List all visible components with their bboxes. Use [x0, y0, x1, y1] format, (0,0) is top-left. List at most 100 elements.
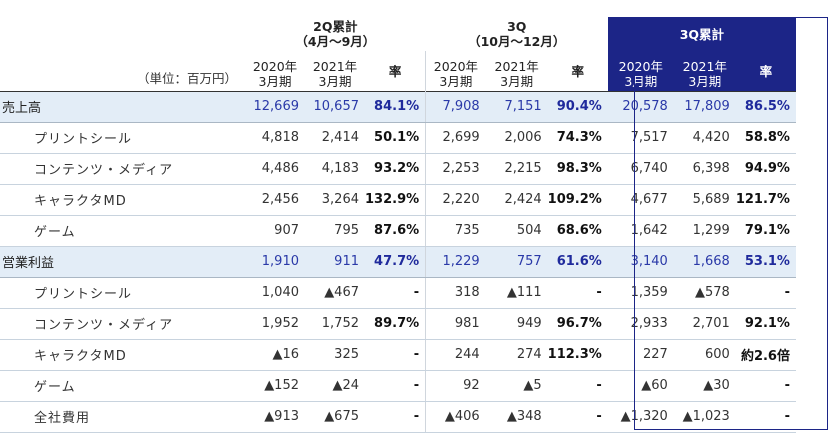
table-row: キャラクタMD 2,456 3,264 132.9% 2,220 2,424 109.2% 4…	[0, 184, 796, 216]
value-cell: 318	[425, 277, 486, 309]
value-cell: 6,740	[607, 153, 674, 185]
value-cell: ▲348	[485, 401, 548, 433]
rate-cell: 94.9%	[735, 153, 796, 185]
value-cell: 1,359	[607, 277, 674, 309]
table-row: ゲーム 907 795 87.6% 735 504 68.6% 1,642 1,299 79.1%	[0, 215, 796, 247]
value-cell: 12,669	[245, 90, 305, 123]
value-cell: 2,933	[607, 308, 674, 340]
rate-cell: 86.5%	[735, 90, 796, 123]
rate-cell: -	[365, 339, 426, 371]
rate-cell: 74.3%	[547, 122, 608, 154]
table-row: コンテンツ・メディア 1,952 1,752 89.7% 981 949 96.7% 2,93…	[0, 308, 796, 340]
rate-cell: 98.3%	[547, 153, 608, 185]
row-label: キャラクタMD	[0, 339, 245, 371]
value-cell: ▲60	[607, 370, 674, 402]
year-prev-2q: 2020年 3月期	[245, 51, 305, 91]
rate-cell: -	[547, 370, 608, 402]
table-row: キャラクタMD ▲16 325-244 274 112.3% 227 600 約2.6倍	[0, 339, 796, 371]
value-cell: 2,699	[425, 122, 486, 154]
value-cell: 1,040	[245, 277, 305, 309]
row-label: プリントシール	[0, 122, 245, 154]
rate-cell: -	[547, 401, 608, 433]
rate-header-2q: 率	[365, 51, 426, 91]
row-label: プリントシール	[0, 277, 245, 309]
value-cell: 17,809	[673, 90, 736, 123]
value-cell: 4,677	[607, 184, 674, 216]
value-cell: 227	[607, 339, 674, 371]
value-cell: 949	[485, 308, 548, 340]
rate-cell: 132.9%	[365, 184, 426, 216]
value-cell: 600	[673, 339, 736, 371]
row-label: コンテンツ・メディア	[0, 308, 245, 340]
value-cell: 325	[305, 339, 365, 371]
group-header-3q-cumulative: 3Q累計	[607, 17, 796, 51]
value-cell: ▲578	[673, 277, 736, 309]
value-cell: ▲16	[245, 339, 305, 371]
table-row: ゲーム ▲152 ▲24-92 ▲5- ▲60 ▲30-	[0, 370, 796, 402]
rate-cell: -	[365, 401, 426, 433]
value-cell: 2,414	[305, 122, 365, 154]
value-cell: ▲1,023	[673, 401, 736, 433]
value-cell: 504	[485, 215, 548, 247]
rate-cell: 61.6%	[547, 245, 608, 278]
row-label: ゲーム	[0, 215, 245, 247]
rate-cell: -	[735, 370, 796, 402]
value-cell: 4,183	[305, 153, 365, 185]
year-curr-2q: 2021年 3月期	[305, 51, 365, 91]
rate-cell: -	[735, 401, 796, 433]
row-label: 全社費用	[0, 401, 245, 433]
rate-cell: 109.2%	[547, 184, 608, 216]
value-cell: 911	[305, 245, 365, 278]
rate-header-3q: 率	[547, 51, 608, 91]
row-label: キャラクタMD	[0, 184, 245, 216]
value-cell: 2,701	[673, 308, 736, 340]
value-cell: 1,952	[245, 308, 305, 340]
group-2q-title: 2Q累計	[313, 19, 358, 34]
value-cell: ▲24	[305, 370, 365, 402]
value-cell: 981	[425, 308, 486, 340]
value-cell: 2,253	[425, 153, 486, 185]
value-cell: 5,689	[673, 184, 736, 216]
rate-cell: 121.7%	[735, 184, 796, 216]
rate-header-3q-cum: 率	[735, 51, 796, 91]
value-cell: 2,006	[485, 122, 548, 154]
row-label: 売上高	[0, 90, 245, 123]
value-cell: 1,752	[305, 308, 365, 340]
rate-cell: 87.6%	[365, 215, 426, 247]
value-cell: 4,486	[245, 153, 305, 185]
value-cell: 1,910	[245, 245, 305, 278]
group-2q-sub: （4月～9月）	[295, 34, 376, 49]
value-cell: 6,398	[673, 153, 736, 185]
rate-cell: -	[365, 370, 426, 402]
value-cell: ▲675	[305, 401, 365, 433]
row-label: 営業利益	[0, 245, 245, 278]
value-cell: 7,517	[607, 122, 674, 154]
value-cell: 3,140	[607, 245, 674, 278]
rate-cell: 96.7%	[547, 308, 608, 340]
rate-cell: 79.1%	[735, 215, 796, 247]
value-cell: 757	[485, 245, 548, 278]
rate-cell: 47.7%	[365, 245, 426, 278]
group-header-2q: 2Q累計 （4月～9月）	[245, 17, 426, 51]
value-cell: 10,657	[305, 90, 365, 123]
value-cell: ▲406	[425, 401, 486, 433]
value-cell: ▲152	[245, 370, 305, 402]
value-cell: 274	[485, 339, 548, 371]
rate-cell: -	[365, 277, 426, 309]
group-3q-cum-title: 3Q累計	[679, 26, 725, 42]
value-cell: 244	[425, 339, 486, 371]
rate-cell: -	[735, 277, 796, 309]
value-cell: 92	[425, 370, 486, 402]
group-3q-sub: （10月～12月）	[468, 34, 566, 49]
rate-cell: 50.1%	[365, 122, 426, 154]
value-cell: 1,229	[425, 245, 486, 278]
value-cell: 3,264	[305, 184, 365, 216]
value-cell: ▲5	[485, 370, 548, 402]
table-row: 全社費用 ▲913 ▲675- ▲406 ▲348- ▲1,320 ▲1,023-	[0, 401, 796, 433]
rate-cell: 89.7%	[365, 308, 426, 340]
value-cell: 795	[305, 215, 365, 247]
value-cell: ▲1,320	[607, 401, 674, 433]
row-label: ゲーム	[0, 370, 245, 402]
rate-cell: 53.1%	[735, 245, 796, 278]
value-cell: 2,456	[245, 184, 305, 216]
